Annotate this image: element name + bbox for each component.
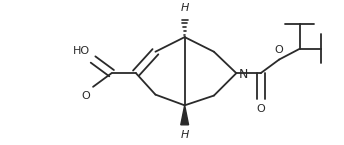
Text: H: H: [181, 3, 189, 13]
Text: H: H: [181, 130, 189, 140]
Text: O: O: [82, 91, 90, 101]
Text: N: N: [239, 68, 249, 81]
Text: O: O: [256, 104, 265, 114]
Text: O: O: [275, 45, 283, 55]
Text: HO: HO: [73, 46, 90, 56]
Polygon shape: [181, 105, 189, 125]
